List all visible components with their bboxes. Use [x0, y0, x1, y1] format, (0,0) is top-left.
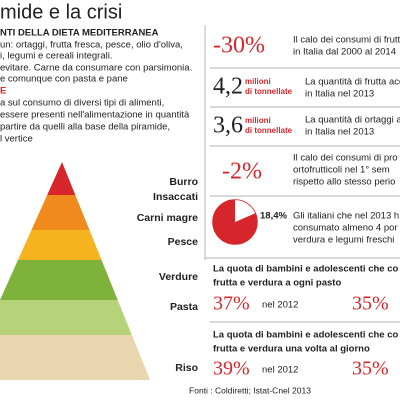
- stat-unit: milioni: [245, 116, 271, 125]
- pyramid-level: Pasta: [170, 301, 198, 313]
- intro-line: evitare. Carne da consumare con parsimon…: [0, 63, 192, 74]
- stat-unit: di tonnellate: [245, 87, 293, 96]
- pyramid-level: Verdure: [159, 271, 198, 283]
- pyramid-level: Burro: [169, 176, 198, 188]
- pyramid-level: Insaccati: [153, 191, 198, 203]
- pyramid-level: Pesce: [168, 236, 199, 248]
- children-value: 35%: [352, 293, 389, 315]
- stat-figure: -2%: [222, 159, 262, 185]
- pie-rest: [212, 200, 257, 244]
- section-line: essere presenti nell'alimentazione in qu…: [0, 110, 190, 121]
- stat-line: in Italia nel 2013: [305, 127, 374, 138]
- intro-line: i, legumi e cereali integrali.: [0, 51, 112, 62]
- stat-figure: -30%: [213, 33, 265, 59]
- intro-line: un: ortaggi, frutta fresca, pesce, olio …: [0, 40, 183, 51]
- stat-line: La quantità di frutta acq: [305, 77, 400, 88]
- source: Fonti : Coldiretti; Istat-Cnel 2013: [189, 385, 311, 395]
- stat-line: ortofrutticoli nel 1° sem: [293, 165, 390, 176]
- stat-line: in Italia dal 2000 al 2014: [293, 47, 396, 58]
- section-line: partire da quelli alla base della pirami…: [0, 122, 170, 133]
- stat-line: rispetto allo stesso perio: [293, 177, 395, 188]
- stat-unit: milioni: [245, 77, 271, 86]
- children-value: 37%: [213, 293, 250, 315]
- stat-figure: 4,2: [213, 74, 243, 100]
- stat-line: Il calo dei consumi di pro: [293, 153, 398, 164]
- stat-line: La quantità di ortaggi ac: [305, 115, 400, 126]
- pie-line: Gli italiani che nel 2013 h: [293, 211, 399, 222]
- section-line: a sul consumo di diversi tipi di aliment…: [0, 98, 164, 109]
- title: mide e la crisi: [0, 1, 122, 23]
- pie-label: 18,4%: [260, 211, 287, 222]
- stat-line: Il calo dei consumi di frutta: [293, 35, 400, 46]
- pie-wedge: [235, 200, 256, 222]
- children-line: frutta e verdura a ogni pasto: [213, 278, 341, 289]
- pyramid-level: Riso: [175, 362, 198, 374]
- intro-line: e comunque con pasta e pane: [0, 74, 128, 85]
- children-line: La quota di bambini e adolescenti che co: [213, 264, 398, 275]
- children-line: La quota di bambini e adolescenti che co: [213, 330, 398, 341]
- children-value: 39%: [213, 358, 250, 380]
- section-heading: E: [0, 86, 6, 97]
- stat-line: in Italia nel 2013: [305, 89, 374, 100]
- children-value: 35%: [352, 358, 389, 380]
- pie-line: consumato almeno 4 por: [293, 223, 398, 234]
- stat-figure: 3,6: [213, 113, 243, 139]
- children-line: frutta e verdura una volta al giorno: [213, 344, 370, 355]
- section-line: l vertice: [0, 134, 33, 145]
- pyramid-level: Carni magre: [137, 212, 198, 224]
- pie-line: verdura e legumi freschi: [293, 235, 394, 246]
- children-year: nel 2012: [262, 300, 298, 311]
- children-year: nel 2012: [262, 365, 298, 376]
- intro-heading: NTI DELLA DIETA MEDITERRANEA: [0, 28, 159, 39]
- stat-unit: di tonnellate: [245, 126, 293, 135]
